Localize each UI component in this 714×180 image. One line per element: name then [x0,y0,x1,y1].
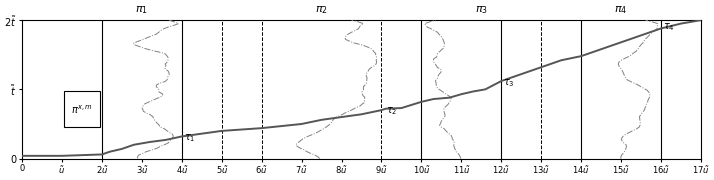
Text: $\pi^{x,m}$: $\pi^{x,m}$ [71,103,93,116]
Text: $\tau_3$: $\tau_3$ [503,77,515,89]
Bar [64,91,100,127]
Text: $\tau_4$: $\tau_4$ [663,21,675,33]
Text: $\pi_2$: $\pi_2$ [315,4,328,16]
Text: $\pi_4$: $\pi_4$ [615,4,628,16]
Text: $\pi_1$: $\pi_1$ [136,4,149,16]
Text: $\tau_1$: $\tau_1$ [183,133,195,144]
Text: $\pi_3$: $\pi_3$ [475,4,488,16]
Text: $\tau_2$: $\tau_2$ [386,106,398,117]
